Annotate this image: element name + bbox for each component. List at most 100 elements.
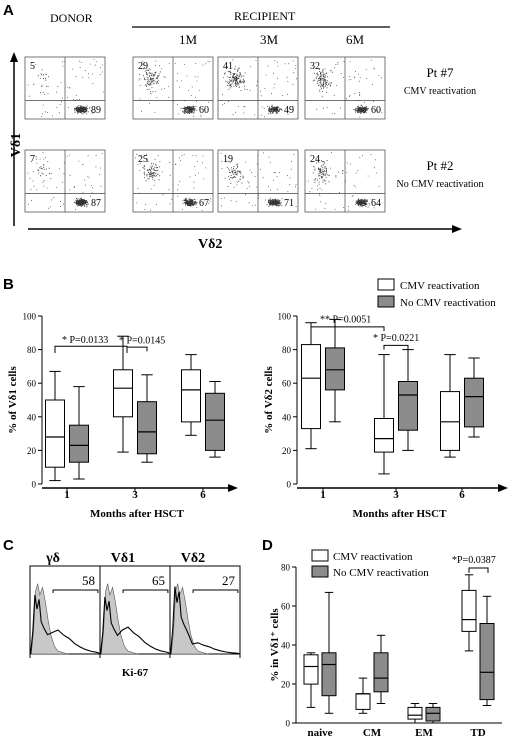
quadrant-percent-lower: 67 [199, 198, 209, 209]
box-no-cmv [398, 349, 418, 451]
y-tick-label: 100 [23, 312, 37, 322]
box-no-cmv [325, 318, 345, 423]
positive-percent: 27 [222, 573, 236, 588]
box-body [113, 369, 133, 418]
box-body [303, 654, 319, 685]
timepoint-label: 6M [346, 32, 365, 47]
box-body [425, 706, 441, 722]
panel-letter-a: A [3, 2, 14, 19]
isotype-control-histogram [30, 583, 69, 655]
flow-dot-plot [24, 56, 106, 120]
box-cmv [374, 354, 394, 475]
x-category-label: 3 [393, 489, 399, 501]
box-cmv [301, 322, 321, 450]
quadrant-percent-upper: 32 [310, 61, 320, 72]
x-category-label: 1 [320, 489, 326, 501]
box-body [45, 399, 65, 468]
positive-gate [122, 589, 169, 593]
y-tick-label: 60 [281, 602, 291, 612]
box-body [479, 623, 495, 701]
y-tick-label: 80 [282, 345, 292, 355]
y-tick-label: 80 [281, 563, 291, 573]
panel-letter-b: B [3, 276, 14, 293]
legend-label-cmv: CMV reactivation [400, 280, 480, 292]
patient-status: CMV reactivation [404, 86, 476, 97]
y-axis-title: % in Vδ1⁺ cells [269, 608, 281, 682]
timepoint-label: 1M [179, 32, 198, 47]
y-tick-label: 0 [32, 480, 37, 490]
box-no-cmv [69, 386, 89, 480]
flow-dot-plot [217, 149, 299, 213]
box-no-cmv [321, 591, 337, 714]
patient-label: Pt #7 [426, 65, 454, 80]
box-cmv [440, 354, 460, 458]
quadrant-percent-lower: 60 [199, 105, 209, 116]
positive-gate [52, 589, 99, 593]
y-axis-title: % of Vδ1 cells [7, 366, 19, 434]
y-axis-arrowhead [10, 52, 18, 62]
flow-dot-plot [24, 149, 106, 213]
legend-swatch-no-cmv [377, 295, 395, 308]
x-category-label: naive [307, 727, 332, 739]
x-category-label: 1 [64, 489, 70, 501]
y-tick-label: 20 [282, 446, 292, 456]
box-body [407, 706, 423, 720]
y-tick-label: 40 [281, 641, 291, 651]
significance-bracket [310, 326, 385, 332]
significance-label: * P=0.0133 [62, 335, 108, 346]
recipient-label: RECIPIENT [234, 9, 296, 23]
box-body [355, 693, 371, 710]
panel-letter-d: D [262, 537, 273, 554]
box-no-cmv [205, 381, 225, 458]
box-body [440, 391, 460, 451]
histogram-title: Vδ1 [111, 551, 135, 566]
box-cmv [181, 354, 201, 436]
x-axis-arrowhead [498, 484, 508, 492]
quadrant-percent-upper: 19 [223, 154, 233, 165]
donor-label: DONOR [50, 11, 93, 25]
box-cmv [461, 574, 477, 652]
box-cmv [303, 652, 319, 708]
legend-swatch-cmv [311, 549, 329, 562]
positive-gate [192, 589, 239, 593]
box-body [464, 377, 484, 428]
box-no-cmv [479, 595, 495, 706]
patient-label: Pt #2 [426, 158, 453, 173]
flow-dot-plot [304, 149, 386, 213]
box-body [181, 369, 201, 423]
y-tick-label: 60 [282, 379, 292, 389]
x-category-label: 3 [132, 489, 138, 501]
legend-label-no-cmv: No CMV reactivation [400, 297, 496, 309]
positive-percent: 65 [152, 573, 165, 588]
box-no-cmv [373, 634, 389, 704]
quadrant-percent-upper: 24 [310, 154, 320, 165]
quadrant-percent-lower: 89 [91, 105, 101, 116]
box-cmv [45, 370, 65, 482]
legend-swatch-no-cmv [311, 565, 329, 578]
x-axis-title: Months after HSCT [90, 508, 185, 520]
box-cmv [355, 677, 371, 714]
y-tick-label: 20 [27, 446, 37, 456]
flow-dot-plot [217, 56, 299, 120]
y-tick-label: 100 [278, 312, 292, 322]
x-axis-title: Months after HSCT [353, 508, 448, 520]
quadrant-percent-lower: 87 [91, 198, 101, 209]
ki67-histogram [170, 586, 240, 655]
significance-bracket [468, 567, 489, 573]
ki67-histogram [30, 594, 100, 655]
y-axis-label: Vδ1 [9, 133, 24, 157]
histogram-frame [29, 565, 241, 655]
x-category-label: CM [363, 727, 382, 739]
quadrant-percent-upper: 41 [223, 61, 233, 72]
quadrant-percent-lower: 64 [371, 198, 381, 209]
box-body [461, 589, 477, 632]
x-category-label: TD [470, 727, 485, 739]
ki67-histogram [100, 596, 170, 655]
significance-bracket [383, 344, 409, 350]
patient-status: No CMV reactivation [396, 179, 483, 190]
x-axis-arrowhead [452, 225, 462, 233]
significance-label: *P=0.0387 [452, 555, 496, 566]
box-no-cmv [464, 357, 484, 438]
legend-label-no-cmv: No CMV reactivation [333, 567, 429, 579]
